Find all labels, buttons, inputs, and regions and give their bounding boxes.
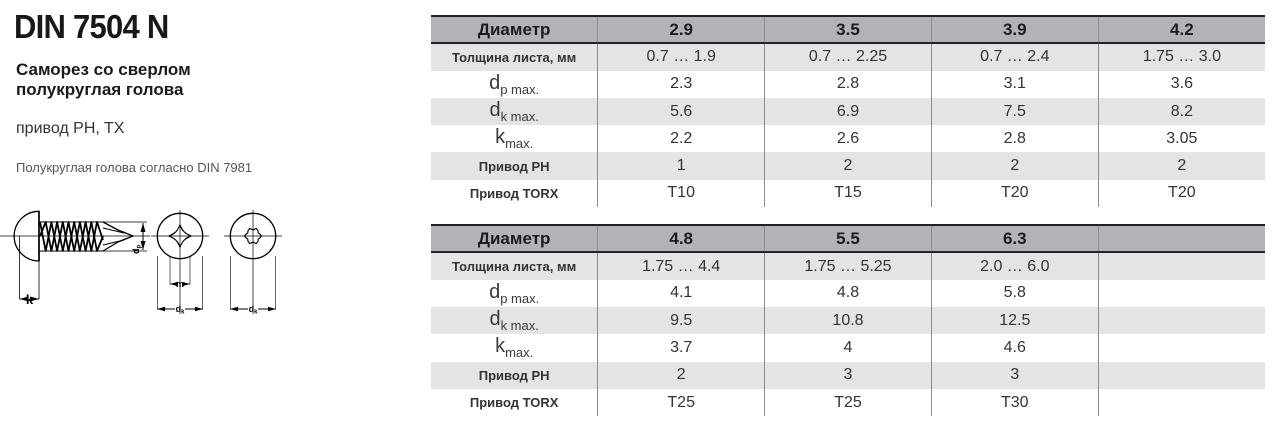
svg-text:dk: dk [176, 304, 186, 316]
svg-text:dk: dk [249, 304, 259, 316]
svg-text:k: k [26, 292, 34, 307]
svg-text:dp: dp [131, 245, 143, 255]
svg-text:m: m [176, 279, 184, 289]
